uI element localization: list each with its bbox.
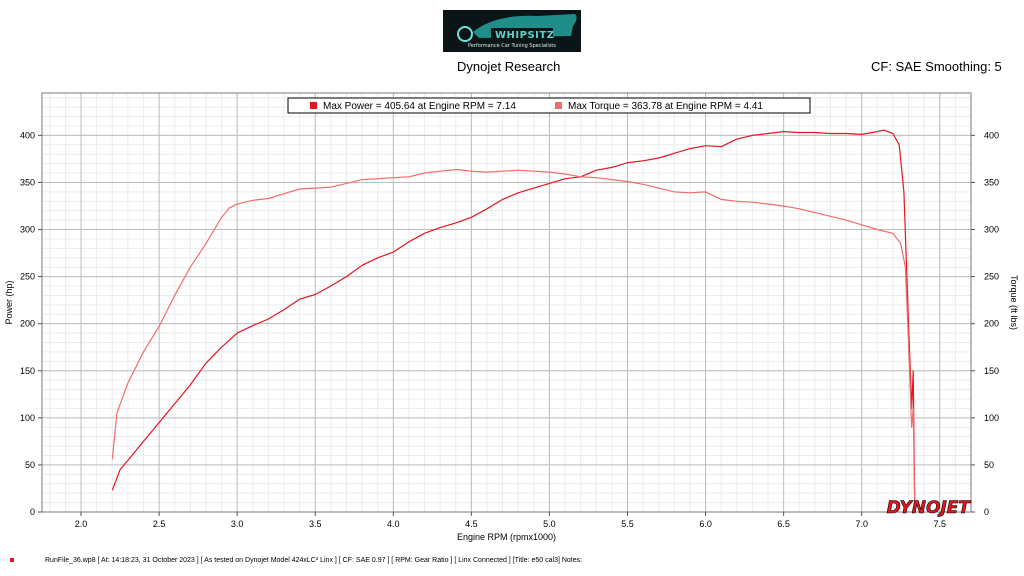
logo-tagline: Performance Car Tuning Specialists <box>467 43 556 49</box>
x-tick-label: 6.5 <box>777 519 790 529</box>
car-silhouette-icon <box>457 14 577 42</box>
x-axis-title: Engine RPM (rpmx1000) <box>457 532 556 542</box>
x-tick-label: 4.5 <box>465 519 478 529</box>
y2-tick-label: 250 <box>984 272 999 282</box>
torque-curve <box>111 168 916 513</box>
y2-tick-label: 0 <box>984 507 989 517</box>
x-tick-label: 5.0 <box>543 519 556 529</box>
legend-box <box>287 97 811 114</box>
y2-axis-title: Torque (ft lbs) <box>1009 275 1019 330</box>
x-tick-label: 5.5 <box>621 519 634 529</box>
dyno-shop-logo: WHIPSITZ Performance Car Tuning Speciali… <box>443 10 581 52</box>
y-tick-label: 50 <box>25 460 35 470</box>
x-tick-label: 7.0 <box>855 519 868 529</box>
y2-tick-label: 150 <box>984 366 999 376</box>
power-curve <box>111 129 916 513</box>
y2-tick-label: 400 <box>984 130 999 140</box>
y-axis-title: Power (hp) <box>4 280 14 324</box>
x-tick-label: 4.0 <box>387 519 400 529</box>
y-tick-label: 400 <box>20 130 35 140</box>
y2-tick-label: 50 <box>984 460 994 470</box>
correction-factor-label: CF: SAE Smoothing: 5 <box>871 59 1002 74</box>
y2-tick-label: 350 <box>984 177 999 187</box>
y-tick-label: 300 <box>20 225 35 235</box>
legend-label-power: Max Power = 405.64 at Engine RPM = 7.14 <box>323 101 516 112</box>
y-tick-label: 250 <box>20 272 35 282</box>
y2-tick-label: 100 <box>984 413 999 423</box>
legend-swatch-torque <box>555 102 562 109</box>
legend-label-torque: Max Torque = 363.78 at Engine RPM = 4.41 <box>568 101 763 112</box>
y2-tick-label: 200 <box>984 319 999 329</box>
y-tick-label: 150 <box>20 366 35 376</box>
y-tick-label: 100 <box>20 413 35 423</box>
plot-frame <box>41 92 972 513</box>
legend-swatch-power <box>310 102 317 109</box>
x-tick-label: 2.5 <box>153 519 166 529</box>
y-tick-label: 0 <box>30 507 35 517</box>
dynojet-watermark: DYNOJET <box>887 498 972 518</box>
plot-area <box>42 93 971 512</box>
x-tick-label: 6.0 <box>699 519 712 529</box>
logo-brand-text: WHIPSITZ <box>495 30 555 41</box>
y2-tick-label: 300 <box>984 225 999 235</box>
chart-legend: Max Power = 405.64 at Engine RPM = 7.14 M… <box>287 97 811 114</box>
x-tick-label: 3.0 <box>231 519 244 529</box>
run-info-footer: RunFile_36.wp8 [ At: 14:18:23, 31 Octobe… <box>45 557 583 564</box>
x-tick-label: 2.0 <box>75 519 88 529</box>
y-tick-label: 200 <box>20 319 35 329</box>
y-tick-label: 350 <box>20 177 35 187</box>
page-title: Dynojet Research <box>457 59 561 74</box>
x-tick-label: 7.5 <box>934 519 947 529</box>
run-color-marker <box>10 558 14 562</box>
x-tick-label: 3.5 <box>309 519 322 529</box>
